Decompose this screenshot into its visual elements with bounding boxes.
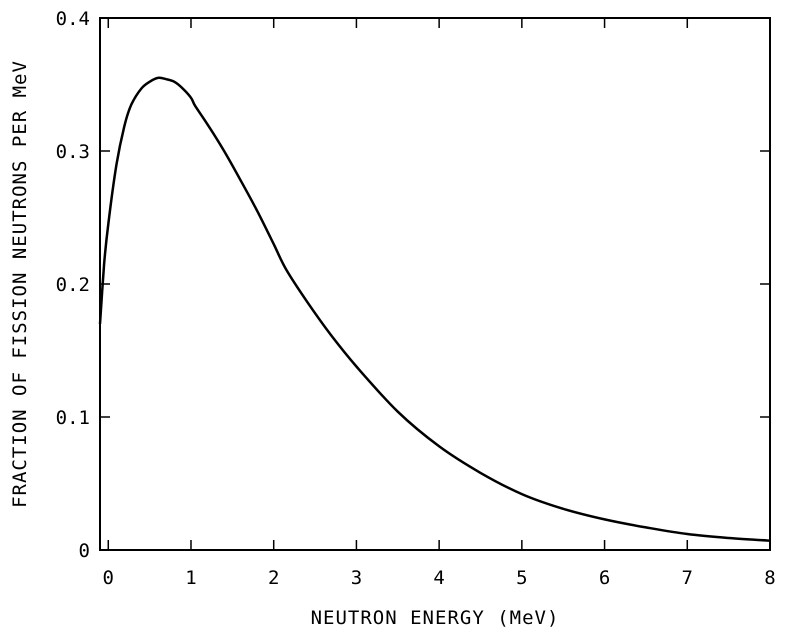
x-tick-label-3: 3 [351, 567, 362, 589]
y-tick-label-2: 0.2 [56, 274, 90, 296]
y-axis-ticks: 0 0.1 0.2 0.3 0.4 [56, 8, 770, 562]
y-tick-label-1: 0.1 [56, 407, 90, 429]
y-axis-title: FRACTION OF FISSION NEUTRONS PER MeV [9, 60, 31, 508]
x-tick-label-4: 4 [433, 567, 444, 589]
x-tick-label-6: 6 [599, 567, 610, 589]
y-tick-label-3: 0.3 [56, 141, 90, 163]
series-line-fission-spectrum [98, 76, 771, 542]
x-axis-title: NEUTRON ENERGY (MeV) [311, 607, 560, 629]
x-tick-label-7: 7 [682, 567, 693, 589]
x-tick-label-2: 2 [268, 567, 279, 589]
y-tick-label-4: 0.4 [56, 8, 90, 30]
x-tick-label-0: 0 [103, 567, 114, 589]
x-tick-label-1: 1 [185, 567, 196, 589]
x-tick-label-8: 8 [764, 567, 775, 589]
plot-frame [99, 17, 771, 551]
x-tick-label-5: 5 [516, 567, 527, 589]
y-tick-label-0: 0 [79, 540, 90, 562]
x-axis-ticks: 0 1 2 3 4 5 6 7 8 [103, 18, 776, 589]
